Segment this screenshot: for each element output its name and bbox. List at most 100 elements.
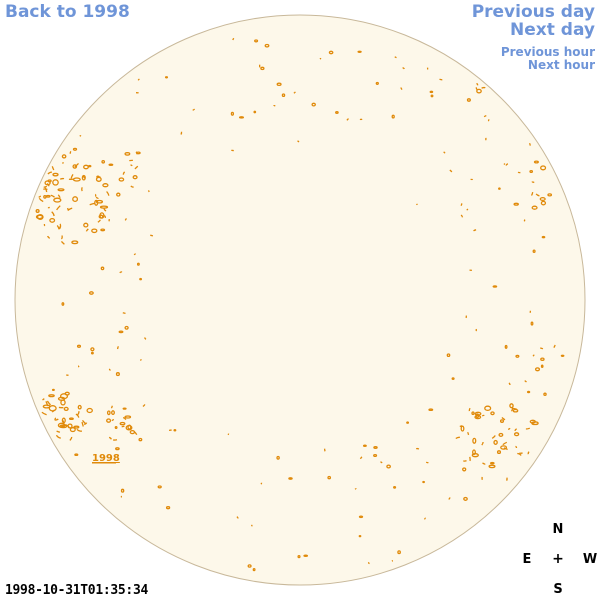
contour-mark xyxy=(547,193,553,197)
contour-mark xyxy=(45,401,49,407)
contour-mark xyxy=(532,354,535,357)
contour-mark xyxy=(462,467,467,472)
contour-mark xyxy=(61,425,65,428)
contour-mark xyxy=(455,436,461,440)
contour-mark xyxy=(466,98,471,102)
contour-mark xyxy=(540,200,547,206)
contour-mark xyxy=(288,477,293,480)
contour-mark xyxy=(76,428,82,432)
contour-mark xyxy=(60,399,66,406)
contour-mark xyxy=(543,392,547,397)
contour-mark xyxy=(56,430,61,433)
back-to-year-link[interactable]: Back to 1998 xyxy=(5,2,130,22)
contour-mark xyxy=(247,564,252,568)
contour-mark xyxy=(541,235,546,239)
contour-mark xyxy=(81,187,83,192)
contour-mark xyxy=(380,461,383,464)
contour-mark xyxy=(119,421,126,426)
contour-mark xyxy=(101,159,106,164)
previous-hour-link[interactable]: Previous hour xyxy=(500,45,595,59)
contour-mark xyxy=(514,428,517,432)
contour-mark xyxy=(55,418,59,421)
contour-mark xyxy=(505,163,509,166)
contour-mark xyxy=(297,140,300,143)
contour-mark xyxy=(358,534,362,538)
contour-mark xyxy=(74,453,79,457)
next-day-link[interactable]: Next day xyxy=(510,20,595,40)
contour-mark xyxy=(100,266,105,271)
contour-mark xyxy=(531,421,539,426)
contour-mark xyxy=(119,271,123,274)
contour-mark xyxy=(51,166,55,171)
contour-mark xyxy=(335,111,339,114)
next-hour-link[interactable]: Next hour xyxy=(527,58,595,72)
contour-mark xyxy=(130,185,134,188)
contour-mark xyxy=(553,344,556,348)
contour-mark xyxy=(89,202,95,206)
contour-mark xyxy=(122,407,127,410)
contour-mark xyxy=(62,162,65,164)
compass-north: N xyxy=(552,522,564,537)
contour-mark xyxy=(63,406,69,412)
contour-mark xyxy=(111,418,115,422)
contour-mark xyxy=(484,405,492,412)
contour-mark xyxy=(513,202,519,206)
contour-mark xyxy=(517,452,522,456)
contour-mark xyxy=(64,391,70,396)
contour-mark xyxy=(83,164,89,170)
contour-mark xyxy=(43,185,48,189)
contour-mark xyxy=(406,421,410,424)
contour-mark xyxy=(473,229,477,232)
contour-mark xyxy=(232,37,235,41)
contour-mark xyxy=(524,380,527,383)
contour-mark xyxy=(529,169,534,174)
contour-mark xyxy=(430,94,434,98)
contour-mark xyxy=(61,302,65,306)
contour-mark xyxy=(143,337,147,340)
contour-mark xyxy=(474,411,482,416)
contour-mark xyxy=(530,191,534,196)
contour-mark xyxy=(531,205,538,210)
contour-mark xyxy=(506,477,508,482)
contour-mark xyxy=(527,451,530,455)
contour-mark xyxy=(115,447,120,451)
contour-mark xyxy=(422,480,425,484)
contour-mark xyxy=(86,407,93,414)
previous-day-link[interactable]: Previous day xyxy=(471,2,595,22)
contour-mark xyxy=(38,197,44,203)
contour-mark xyxy=(502,441,508,446)
compass-west: W xyxy=(582,552,598,567)
contour-mark xyxy=(362,444,367,448)
contour-mark xyxy=(472,437,477,444)
contour-mark xyxy=(466,208,469,211)
contour-mark xyxy=(415,447,420,450)
contour-mark xyxy=(95,196,99,199)
contour-mark xyxy=(87,164,92,168)
contour-mark xyxy=(449,169,453,173)
contour-mark xyxy=(254,39,259,43)
contour-mark xyxy=(192,108,196,111)
contour-mark xyxy=(50,194,56,198)
contour-mark xyxy=(230,111,235,116)
compass-center: + xyxy=(552,551,564,567)
contour-mark xyxy=(507,427,511,430)
contour-mark xyxy=(114,425,118,430)
contour-mark xyxy=(476,88,482,94)
contour-mark xyxy=(540,364,544,368)
contour-mark xyxy=(42,404,51,409)
contour-mark xyxy=(83,422,88,426)
active-region-label[interactable]: 1998 xyxy=(92,453,120,464)
contour-mark xyxy=(358,515,364,519)
contour-mark xyxy=(108,436,112,440)
contour-mark xyxy=(77,404,82,410)
contour-mark xyxy=(69,436,73,441)
contour-mark xyxy=(531,181,535,184)
contour-mark xyxy=(97,219,101,223)
contour-mark xyxy=(51,409,56,413)
contour-mark xyxy=(402,66,405,70)
contour-mark xyxy=(72,147,78,151)
contour-mark xyxy=(319,57,322,60)
contour-mark xyxy=(110,405,113,409)
contour-mark xyxy=(47,171,52,175)
contour-mark xyxy=(124,152,131,156)
